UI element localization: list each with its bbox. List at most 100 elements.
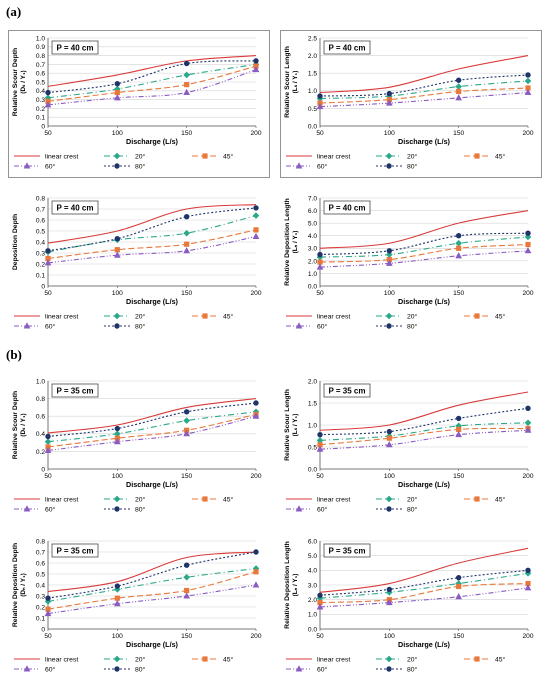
legend: linear crest 20° 45° 60° 80° bbox=[14, 312, 234, 330]
y-tick-label: 0.0 bbox=[308, 466, 317, 473]
series-6-linear crest bbox=[47, 551, 257, 593]
section-label-b: (b) bbox=[6, 347, 22, 362]
legend-label: 20° bbox=[135, 495, 146, 503]
legend-item: 60° bbox=[286, 162, 328, 170]
y-axis-label: Relative Deposition Length bbox=[284, 541, 291, 629]
data-point bbox=[456, 88, 462, 95]
y-tick-label: 0.8 bbox=[36, 396, 45, 403]
legend-item: 80° bbox=[376, 322, 418, 330]
y-axis-label: Relative Deposition Depth bbox=[12, 543, 19, 627]
x-tick-label: 50 bbox=[316, 130, 324, 137]
legend-label: 45° bbox=[495, 495, 506, 503]
annotation-box bbox=[323, 543, 371, 558]
x-axis-label: Discharge (L/s) bbox=[126, 480, 179, 489]
x-tick-label: 150 bbox=[453, 130, 464, 137]
data-point bbox=[114, 595, 120, 601]
x-tick-label: 50 bbox=[316, 473, 324, 480]
chart-panel: 0.0 0.5 1.0 1.5 2.0 2.5 50 100 150 200 Discharge (… bbox=[280, 30, 542, 178]
data-point bbox=[184, 587, 190, 594]
legend-marker bbox=[202, 313, 208, 319]
series-line bbox=[47, 551, 257, 599]
series-7-linear crest bbox=[319, 547, 529, 593]
data-point bbox=[525, 230, 531, 236]
legend-item: 80° bbox=[104, 162, 146, 170]
x-tick-label: 150 bbox=[453, 633, 464, 640]
legend-marker bbox=[474, 496, 480, 502]
legend-marker bbox=[23, 505, 31, 512]
series-1-80° bbox=[317, 72, 531, 99]
data-point bbox=[386, 598, 393, 606]
legend-item: 60° bbox=[286, 505, 328, 513]
data-point bbox=[386, 248, 393, 254]
series-line bbox=[47, 584, 257, 615]
legend-label: 60° bbox=[45, 505, 56, 513]
legend-label: 20° bbox=[135, 312, 146, 320]
data-point bbox=[114, 425, 121, 432]
data-point bbox=[114, 94, 121, 101]
x-tick-label: 100 bbox=[384, 633, 395, 640]
series-line bbox=[47, 229, 257, 260]
series-5-45° bbox=[317, 425, 531, 448]
series-line bbox=[319, 210, 529, 249]
series-line bbox=[319, 87, 529, 104]
y-tick-label: 0.6 bbox=[36, 560, 45, 567]
data-point bbox=[45, 433, 51, 440]
x-tick-label: 100 bbox=[384, 130, 395, 137]
x-tick-label: 100 bbox=[112, 633, 123, 640]
y-tick-label: 2.0 bbox=[308, 597, 317, 604]
y-tick-label: 0.7 bbox=[36, 62, 45, 69]
y-tick-label: 1.0 bbox=[36, 378, 45, 385]
data-point bbox=[317, 251, 323, 258]
legend-label: 80° bbox=[135, 322, 146, 330]
x-tick-label: 50 bbox=[44, 290, 52, 297]
y-tick-label: 0.5 bbox=[36, 79, 45, 86]
annotation-text: P = 40 cm bbox=[57, 204, 94, 213]
data-point bbox=[455, 77, 462, 83]
data-point bbox=[455, 415, 462, 422]
annotation-box bbox=[323, 200, 371, 215]
series-5-80° bbox=[317, 405, 531, 438]
data-point bbox=[525, 405, 531, 411]
y-tick-label: 0.8 bbox=[36, 53, 45, 60]
legend-label: 20° bbox=[407, 495, 418, 503]
legend-item: 45° bbox=[464, 312, 506, 320]
x-tick-label: 200 bbox=[522, 130, 533, 137]
x-tick-label: 150 bbox=[453, 473, 464, 480]
annotation-text: P = 35 cm bbox=[57, 547, 94, 556]
legend: linear crest 20° 45° 60° 80° bbox=[14, 152, 234, 170]
legend-marker bbox=[113, 495, 121, 503]
legend-marker bbox=[114, 666, 120, 672]
data-point bbox=[252, 581, 260, 588]
legend-label: 45° bbox=[495, 152, 506, 160]
y-tick-label: 6.0 bbox=[308, 208, 317, 215]
y-tick-label: 0.9 bbox=[36, 44, 45, 51]
data-point bbox=[455, 574, 462, 581]
data-point bbox=[524, 419, 532, 427]
x-tick-label: 150 bbox=[181, 633, 192, 640]
legend-marker bbox=[113, 152, 121, 160]
series-line bbox=[319, 243, 529, 263]
chart-frame bbox=[8, 30, 270, 178]
legend-label: 20° bbox=[407, 312, 418, 320]
section-label-a: (a) bbox=[6, 4, 22, 19]
y-tick-label: 1.0 bbox=[308, 422, 317, 429]
panel-annotation: P = 40 cm bbox=[51, 40, 99, 55]
legend-marker bbox=[385, 312, 393, 320]
y-tick-label: 2.0 bbox=[308, 258, 317, 265]
chart-panel: 0.0 1.0 2.0 3.0 4.0 5.0 6.0 50 100 150 200 Discharg… bbox=[280, 533, 542, 681]
legend-label: linear crest bbox=[317, 153, 350, 160]
y-tick-label: 4.0 bbox=[308, 233, 317, 240]
y-tick-label: 1.5 bbox=[308, 400, 317, 407]
legend-item: 45° bbox=[192, 312, 234, 320]
legend-item: 20° bbox=[104, 495, 146, 503]
legend-label: 80° bbox=[135, 665, 146, 673]
data-point bbox=[386, 441, 393, 448]
y-tick-label: 5.0 bbox=[308, 553, 317, 560]
legend: linear crest 20° 45° 60° 80° bbox=[286, 655, 506, 673]
x-tick-label: 150 bbox=[181, 130, 192, 137]
legend-item: linear crest bbox=[286, 153, 350, 160]
series-line bbox=[47, 402, 257, 437]
y-tick-label: 0.2 bbox=[36, 449, 45, 456]
series-0-60° bbox=[44, 65, 260, 108]
y-tick-label: 0.4 bbox=[36, 88, 45, 95]
